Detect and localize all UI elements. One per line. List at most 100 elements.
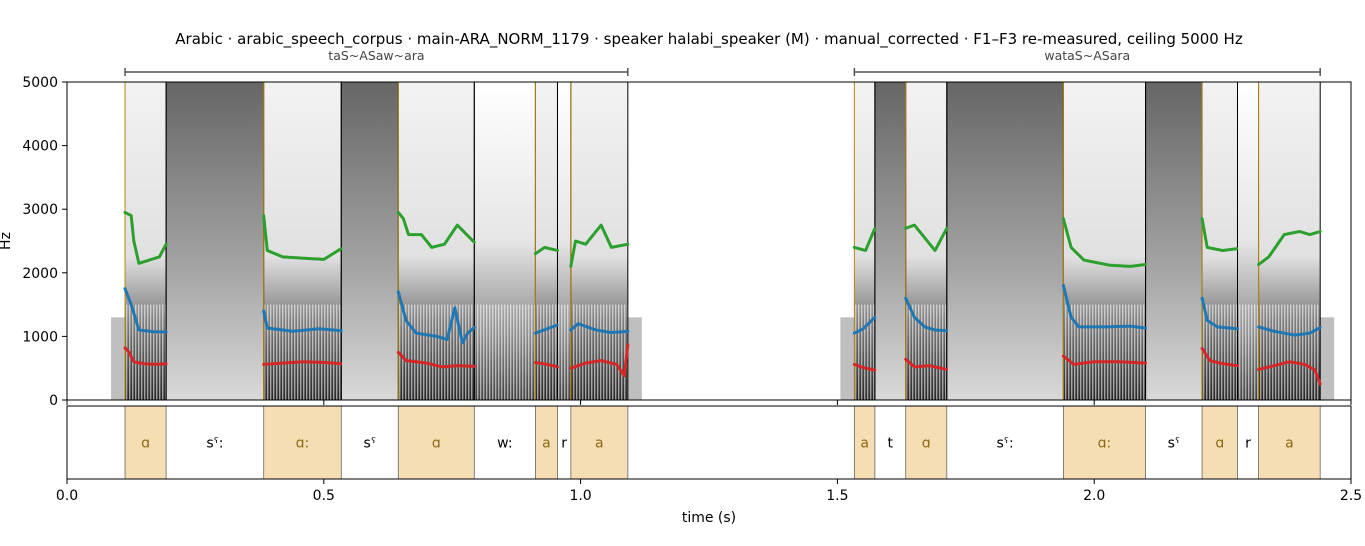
- tier-segment-label-10: t: [888, 436, 894, 452]
- tier-segment-label-8: a: [595, 436, 604, 452]
- formant-f2-track-6: [904, 296, 949, 333]
- tier-segment-label-12: sˤ:: [996, 436, 1013, 452]
- harmonic-striation-9: [854, 304, 875, 400]
- harmonic-striation-16: [1237, 304, 1259, 400]
- tier-segment-label-16: r: [1245, 436, 1251, 452]
- formant-f2-track-8: [1200, 296, 1239, 331]
- formant-tracks: [123, 210, 1322, 386]
- tier-segment-label-5: w:: [497, 436, 512, 452]
- harmonic-striation-5: [474, 304, 536, 400]
- tier-vowel-box-15: [1201, 405, 1238, 480]
- tier-vowel-box-0: [124, 405, 167, 480]
- spectral-band-14: [1145, 82, 1203, 400]
- formant-f1-track-9: [1257, 360, 1322, 386]
- formant-f3-track-3: [533, 245, 559, 256]
- tier-vowel-box-13: [1062, 405, 1146, 480]
- formant-f2-track-0: [123, 287, 168, 334]
- harmonic-striation-17: [1258, 304, 1321, 400]
- segment-tier-frame: [66, 405, 1352, 480]
- formant-f2-track-5: [852, 315, 877, 335]
- chart-title: Arabic · arabic_speech_corpus · main-ARA…: [175, 30, 1243, 49]
- formant-f3-track-7: [1061, 217, 1148, 268]
- formant-f1-track-6: [904, 357, 949, 371]
- tier-segment-label-15: ɑ: [1215, 436, 1224, 452]
- formant-f3-track-9: [1257, 230, 1322, 266]
- formant-f3-track-4: [569, 223, 630, 268]
- formant-f1-track-2: [396, 350, 476, 369]
- y-tick-label-5: 5000: [22, 75, 58, 91]
- tier-segment-label-7: r: [561, 436, 567, 452]
- tier-segment-label-9: a: [860, 436, 869, 452]
- y-axis-label: Hz: [0, 232, 14, 250]
- x-tick-label-2: 1.0: [569, 488, 591, 504]
- word-brackets: taS~ASaw~ara wataS~ASara: [124, 48, 1321, 76]
- formant-f3-track-6: [904, 223, 949, 252]
- x-tick-label-4: 2.0: [1083, 488, 1105, 504]
- tier-segment-label-3: sˤ: [364, 436, 376, 452]
- y-axis-ticks: 0 1000 2000 3000 4000 5000: [22, 75, 67, 409]
- harmonic-striation-7: [557, 304, 571, 400]
- harmonic-striation-0: [125, 304, 167, 400]
- y-tick-label-0: 0: [49, 393, 58, 409]
- spectral-band-1: [166, 82, 264, 400]
- formant-f2-track-9: [1257, 325, 1322, 337]
- harmonic-striation-11: [905, 304, 947, 400]
- tier-segment-label-4: ɑ: [432, 436, 441, 452]
- tier-segment-label-17: a: [1285, 436, 1294, 452]
- x-tick-label-1: 0.5: [313, 488, 335, 504]
- tier-vowel-box-2: [263, 405, 342, 480]
- spectral-band-12: [946, 82, 1064, 400]
- formant-f1-track-1: [262, 360, 343, 366]
- formant-f1-track-8: [1200, 347, 1239, 368]
- spectral-band-3: [341, 82, 399, 400]
- harmonic-striation-13: [1063, 304, 1146, 400]
- formant-f2-track-3: [533, 323, 559, 335]
- segment-boundaries: [124, 82, 1321, 400]
- word-onset-energy-1: [840, 317, 855, 400]
- harmonic-striation-8: [570, 304, 628, 400]
- harmonic-striation-4: [398, 304, 475, 400]
- x-axis-label: time (s): [682, 510, 736, 526]
- formant-f3-track-8: [1200, 217, 1239, 252]
- word-offset-energy-0: [627, 317, 642, 400]
- x-tick-label-0: 0.0: [56, 488, 78, 504]
- x-tick-label-3: 1.5: [826, 488, 848, 504]
- tier-segment-label-14: sˤ: [1168, 436, 1180, 452]
- y-tick-label-2: 2000: [22, 266, 58, 282]
- word-offset-energy-1: [1320, 317, 1335, 400]
- y-tick-label-1: 1000: [22, 329, 58, 345]
- word-label-1: wataS~ASara: [1044, 48, 1130, 63]
- tier-segment-label-0: ɑ: [141, 436, 150, 452]
- formant-f1-track-7: [1061, 354, 1148, 366]
- formant-f3-track-1: [262, 214, 343, 261]
- x-tick-label-5: 2.5: [1340, 488, 1362, 504]
- tier-segment-label-2: ɑ:: [296, 436, 310, 452]
- tier-segment-label-13: ɑ:: [1098, 436, 1112, 452]
- formant-f2-track-1: [262, 309, 343, 333]
- spectrogram-axes-frame: [66, 81, 1352, 401]
- tier-segment-label-1: sˤ:: [206, 436, 223, 452]
- word-onset-energy-0: [111, 317, 126, 400]
- formant-f1-track-0: [123, 346, 168, 366]
- formant-f3-track-2: [396, 210, 476, 249]
- y-tick-label-3: 3000: [22, 202, 58, 218]
- harmonic-striation-6: [535, 304, 558, 400]
- formant-f2-track-2: [396, 290, 476, 345]
- word-label-0: taS~ASaw~ara: [328, 48, 424, 63]
- x-axis-ticks: 0.0 0.5 1.0 1.5 2.0 2.5: [56, 400, 1362, 504]
- tier-vowel-box-4: [397, 405, 475, 480]
- formant-f2-track-4: [569, 322, 630, 335]
- spectrogram-shading: [111, 82, 1335, 400]
- formant-f1-track-3: [533, 361, 559, 369]
- formant-f3-track-5: [852, 226, 877, 252]
- harmonic-striation-2: [263, 304, 342, 400]
- formant-f3-track-0: [123, 210, 168, 265]
- y-tick-label-4: 4000: [22, 139, 58, 155]
- segment-tier: ɑ sˤ: ɑ: sˤ ɑ w: a r a a t ɑ sˤ: ɑ: sˤ ɑ r a: [124, 405, 1321, 480]
- spectral-band-10: [874, 82, 906, 400]
- tier-segment-label-6: a: [542, 436, 551, 452]
- formant-f1-track-4: [569, 343, 630, 378]
- formant-f1-track-5: [852, 362, 877, 372]
- formant-f2-track-7: [1061, 284, 1148, 330]
